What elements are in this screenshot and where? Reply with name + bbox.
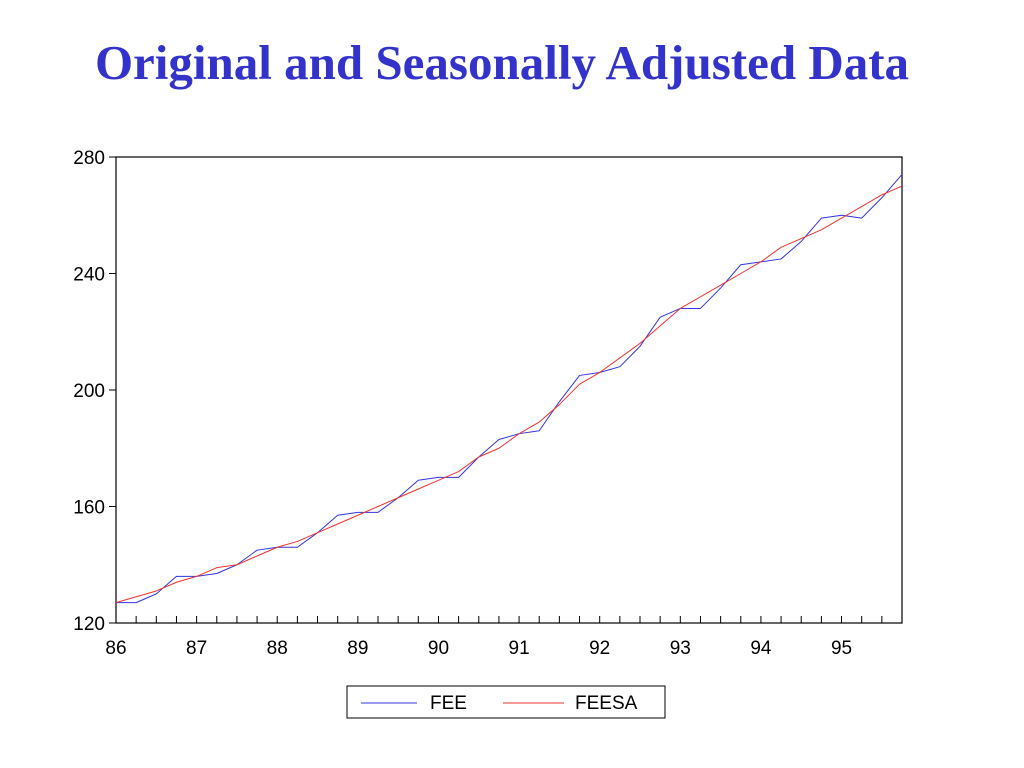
- plot-area-frame: [115, 156, 903, 624]
- legend-label-feesa: FEESA: [575, 693, 638, 714]
- x-tick-label: 90: [428, 638, 449, 659]
- x-tick-label: 88: [267, 638, 288, 659]
- x-tick-label: 91: [509, 638, 530, 659]
- y-tick-label: 240: [73, 265, 105, 286]
- series-line-fee: [116, 174, 903, 604]
- legend: FEE FEESA: [346, 685, 666, 719]
- x-tick-label: 95: [831, 638, 852, 659]
- x-tick-label: 87: [186, 638, 207, 659]
- y-tick-label: 160: [73, 498, 105, 519]
- y-tick-label: 120: [73, 614, 105, 635]
- series-layer: [115, 174, 903, 604]
- x-tick-label: 89: [347, 638, 368, 659]
- slide-title: Original and Seasonally Adjusted Data: [94, 35, 910, 90]
- y-tick-label: 280: [73, 148, 105, 169]
- series-line-feesa: [115, 185, 903, 604]
- x-axis: 86 87 88 89 90 91 92 93 94 95: [105, 616, 903, 659]
- y-tick-label: 200: [73, 381, 105, 402]
- legend-box: [346, 685, 666, 719]
- x-tick-label: 92: [589, 638, 610, 659]
- legend-label-fee: FEE: [430, 693, 467, 714]
- x-tick-label: 86: [105, 638, 126, 659]
- y-axis: 120 160 200 240 280: [73, 148, 116, 635]
- x-tick-label: 94: [750, 638, 772, 659]
- x-tick-label: 93: [670, 638, 691, 659]
